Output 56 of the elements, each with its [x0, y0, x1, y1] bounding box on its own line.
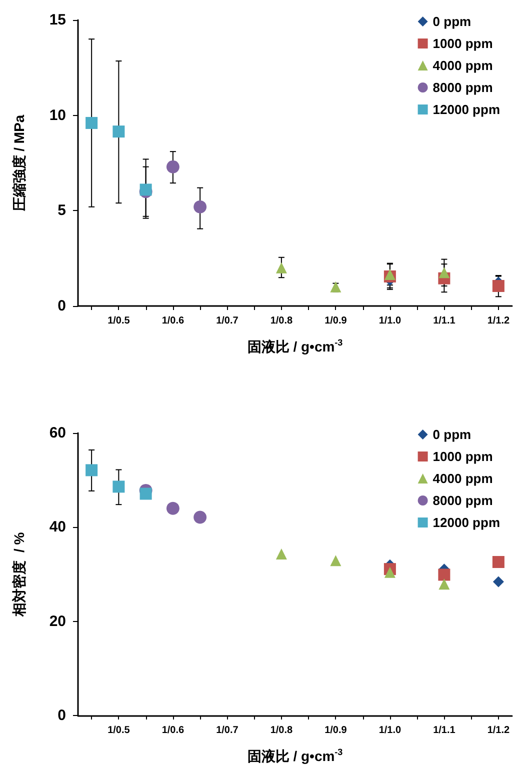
x-tick-label: 1/1.0	[378, 725, 402, 736]
point	[492, 280, 504, 292]
y-axis-title: 相対密度 / %	[11, 532, 27, 618]
point	[86, 464, 98, 476]
x-tick-label: 1/0.7	[216, 725, 239, 736]
legend-label: 12000 ppm	[432, 515, 500, 530]
point	[112, 480, 125, 493]
y-tick-label: 5	[58, 202, 66, 220]
point	[140, 184, 152, 196]
legend-label: 1000 ppm	[432, 36, 493, 51]
y-tick-label: 40	[49, 518, 66, 536]
point	[194, 200, 207, 214]
y-tick-label: 20	[49, 612, 66, 630]
point	[86, 116, 98, 129]
point	[194, 510, 207, 524]
legend-label: 8000 ppm	[432, 493, 493, 508]
legend-label: 1000 ppm	[432, 449, 493, 464]
point	[112, 126, 125, 138]
point	[384, 566, 396, 578]
point	[492, 576, 504, 588]
point	[276, 548, 287, 560]
legend-label: 0 ppm	[432, 427, 472, 442]
point	[492, 556, 504, 568]
point	[438, 267, 450, 278]
point	[166, 160, 180, 174]
point	[438, 578, 450, 590]
point	[166, 502, 180, 515]
x-tick-label: 1/1.2	[487, 316, 510, 326]
legend-label: 4000 ppm	[432, 58, 493, 73]
x-tick-label: 1/1.0	[378, 316, 402, 326]
legend-label: 12000 ppm	[432, 102, 500, 117]
x-tick-label: 1/0.7	[216, 316, 239, 326]
x-tick-label: 1/1.1	[433, 725, 456, 736]
y-tick-label: 0	[58, 298, 66, 314]
x-tick-label: 1/0.9	[324, 725, 348, 736]
legend-label: 8000 ppm	[432, 80, 493, 95]
point	[438, 568, 450, 581]
x-tick-label: 1/0.5	[108, 316, 130, 326]
y-tick-label: 10	[49, 106, 66, 124]
y-tick-label: 15	[49, 12, 66, 28]
x-tick-label: 1/1.1	[433, 316, 456, 326]
x-tick-label: 1/0.8	[270, 725, 293, 736]
y-axis-title: 圧縮強度 / MPa	[11, 114, 27, 212]
y-tick-label: 60	[49, 424, 66, 442]
x-tick-label: 1/1.2	[487, 725, 510, 736]
legend-label: 4000 ppm	[432, 471, 493, 486]
x-tick-label: 1/0.6	[162, 725, 184, 736]
legend-label: 0 ppm	[432, 14, 472, 29]
x-tick-label: 1/0.5	[108, 725, 130, 736]
x-tick-label: 1/0.8	[270, 316, 293, 326]
x-tick-label: 1/0.9	[324, 316, 348, 326]
point	[276, 262, 287, 274]
y-tick-label: 0	[58, 707, 66, 724]
x-tick-label: 1/0.6	[162, 316, 184, 326]
point	[330, 555, 342, 566]
point	[140, 488, 152, 500]
